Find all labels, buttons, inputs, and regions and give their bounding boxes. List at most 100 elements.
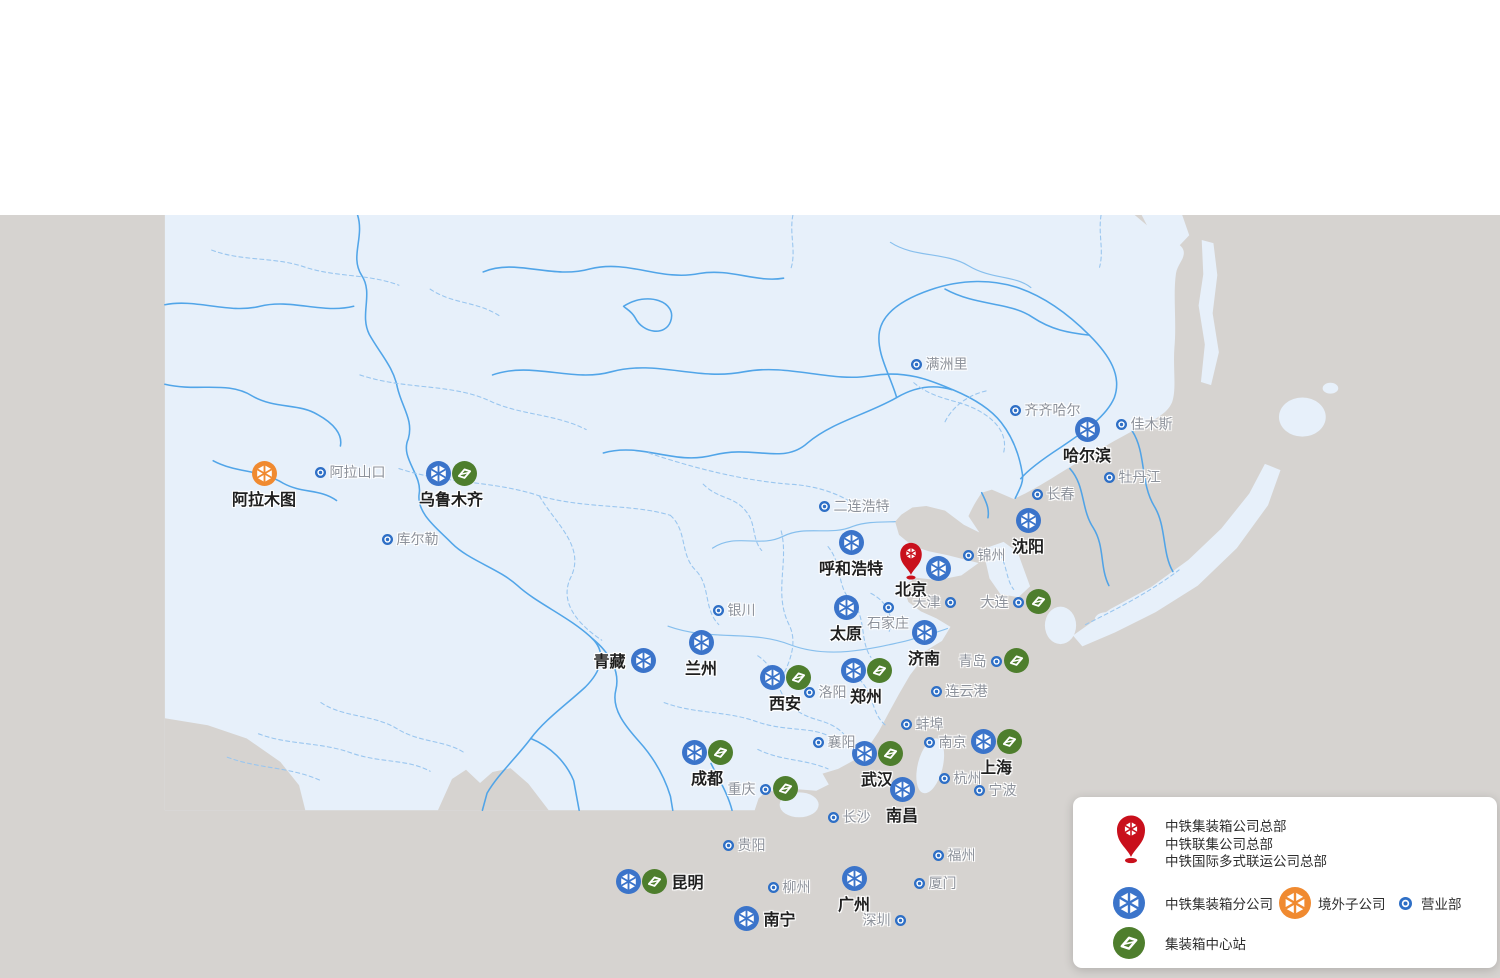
office-label: 锦州: [977, 547, 1006, 563]
city-marker-icons[interactable]: [1015, 507, 1041, 533]
sales-office-marker[interactable]: 蚌埠: [900, 716, 944, 732]
city-marker[interactable]: 济南: [908, 619, 940, 668]
office-label: 柳州: [782, 879, 811, 895]
city-marker-icons[interactable]: [840, 657, 892, 683]
city-marker-icons[interactable]: [630, 647, 656, 673]
sales-office-marker[interactable]: 齐齐哈尔: [1009, 402, 1081, 418]
sales-office-marker[interactable]: 大连: [981, 588, 1051, 614]
sales-office-marker[interactable]: 重庆: [728, 775, 798, 801]
city-marker-icons[interactable]: [759, 664, 811, 690]
city-label: 上海: [979, 759, 1013, 777]
office-label: 连云港: [945, 683, 988, 699]
city-marker[interactable]: 武汉: [851, 740, 903, 789]
legend-terminal-label: 集装箱中心站: [1165, 937, 1246, 952]
sales-office-marker[interactable]: 锦州: [962, 547, 1006, 563]
city-label: 哈尔滨: [1062, 447, 1112, 465]
city-marker-icons[interactable]: [688, 629, 714, 655]
office-label: 洛阳: [818, 684, 847, 700]
sales-office-marker[interactable]: 满洲里: [910, 356, 968, 372]
office-label: 福州: [947, 847, 976, 863]
city-marker-icons[interactable]: [970, 728, 1022, 754]
city-marker[interactable]: 阿拉木图: [232, 460, 296, 509]
hq-pin-marker[interactable]: [897, 541, 925, 586]
city-marker-icons[interactable]: [911, 619, 937, 645]
map-legend: 中铁集装箱公司总部 中铁联集公司总部 中铁国际多式联运公司总部 中铁集装箱分公司…: [1073, 797, 1497, 968]
city-marker[interactable]: 哈尔滨: [1063, 416, 1111, 465]
sales-office-icon: [1399, 896, 1412, 915]
city-marker-icons[interactable]: [838, 529, 864, 555]
legend-hq-line1: 中铁集装箱公司总部: [1165, 819, 1287, 834]
sales-office-marker[interactable]: 杭州: [938, 770, 982, 786]
city-marker-icons[interactable]: [251, 460, 277, 486]
city-marker[interactable]: 西安: [759, 664, 811, 713]
city-marker[interactable]: 兰州: [685, 629, 717, 678]
sales-office-marker[interactable]: 襄阳: [812, 734, 856, 750]
sales-office-marker[interactable]: 天津: [913, 594, 956, 610]
sales-office-marker[interactable]: 银川: [712, 602, 756, 618]
city-marker[interactable]: 南宁: [733, 905, 796, 931]
city-marker[interactable]: 广州: [838, 865, 870, 914]
sales-office-marker[interactable]: 库尔勒: [381, 531, 439, 547]
city-label: 兰州: [684, 660, 718, 678]
sales-office-marker[interactable]: 贵阳: [722, 837, 766, 853]
city-marker[interactable]: 上海: [970, 728, 1022, 777]
city-marker[interactable]: 太原: [830, 594, 862, 643]
city-marker-icons[interactable]: [1074, 416, 1100, 442]
sales-office-marker[interactable]: 长沙: [827, 809, 871, 825]
terminal-station-icon[interactable]: [772, 775, 798, 801]
office-label: 二连浩特: [833, 498, 890, 514]
sales-office-marker[interactable]: 柳州: [767, 879, 811, 895]
sales-office-marker[interactable]: 佳木斯: [1115, 416, 1173, 432]
terminal-station-icon[interactable]: [1025, 588, 1051, 614]
sales-office-marker[interactable]: 南京: [923, 734, 967, 750]
sales-office-marker[interactable]: 阿拉山口: [314, 464, 386, 480]
office-label: 深圳: [862, 912, 891, 928]
sales-office-marker[interactable]: 洛阳: [803, 684, 847, 700]
office-label: 满洲里: [925, 356, 968, 372]
legend-hq-line3: 中铁国际多式联运公司总部: [1165, 854, 1327, 869]
city-label: 乌鲁木齐: [418, 491, 484, 509]
city-marker-icons[interactable]: [833, 594, 859, 620]
sales-office-marker[interactable]: 牡丹江: [1103, 469, 1161, 485]
sales-office-marker[interactable]: 宁波: [973, 782, 1017, 798]
city-marker-icons[interactable]: [851, 740, 903, 766]
city-marker-icons[interactable]: [841, 865, 867, 891]
city-label: 广州: [837, 896, 871, 914]
city-label: 西安: [768, 695, 802, 713]
terminal-station-icon[interactable]: [1003, 647, 1029, 673]
city-marker[interactable]: 呼和浩特: [819, 529, 883, 578]
sales-office-marker[interactable]: 青岛: [959, 647, 1029, 673]
office-label: 大连: [980, 594, 1009, 610]
city-marker-beijing-branch[interactable]: [925, 555, 951, 586]
sales-office-marker[interactable]: 深圳: [863, 912, 906, 928]
legend-overseas-label: 境外子公司: [1318, 897, 1386, 912]
city-marker[interactable]: 昆明: [615, 868, 704, 894]
city-marker-icons[interactable]: [733, 905, 759, 931]
city-marker-icons[interactable]: [425, 460, 477, 486]
city-marker[interactable]: 郑州: [840, 657, 892, 706]
city-marker-icons[interactable]: [681, 739, 733, 765]
city-marker[interactable]: 南昌: [886, 776, 918, 825]
sales-office-marker[interactable]: 长春: [1031, 486, 1075, 502]
map-geography: [164, 215, 1339, 818]
sales-office-marker[interactable]: 连云港: [930, 683, 988, 699]
city-marker[interactable]: 青藏: [593, 647, 656, 673]
sales-office-marker[interactable]: 二连浩特: [818, 498, 890, 514]
office-label: 库尔勒: [396, 531, 439, 547]
city-label: 成都: [690, 770, 724, 788]
city-label: 昆明: [671, 875, 704, 892]
sales-office-marker[interactable]: 石家庄: [867, 601, 909, 631]
office-label: 襄阳: [827, 734, 856, 750]
city-marker-icons[interactable]: [615, 868, 667, 894]
city-label: 太原: [829, 625, 863, 643]
city-marker[interactable]: 成都: [681, 739, 733, 788]
marker-layer: 乌鲁木齐 阿拉木图 哈尔滨沈阳 呼和浩特太原 济南兰州 青藏西安 郑州成都 武汉 上海南昌昆明广…: [0, 215, 1500, 978]
legend-hq-line2: 中铁联集公司总部: [1165, 836, 1273, 852]
city-marker-icons[interactable]: [889, 776, 915, 802]
city-marker[interactable]: 沈阳: [1012, 507, 1044, 556]
sales-office-marker[interactable]: 厦门: [913, 875, 957, 891]
legend-sales-label: 营业部: [1421, 897, 1462, 912]
sales-office-marker[interactable]: 福州: [932, 847, 976, 863]
city-marker[interactable]: 乌鲁木齐: [419, 460, 483, 509]
